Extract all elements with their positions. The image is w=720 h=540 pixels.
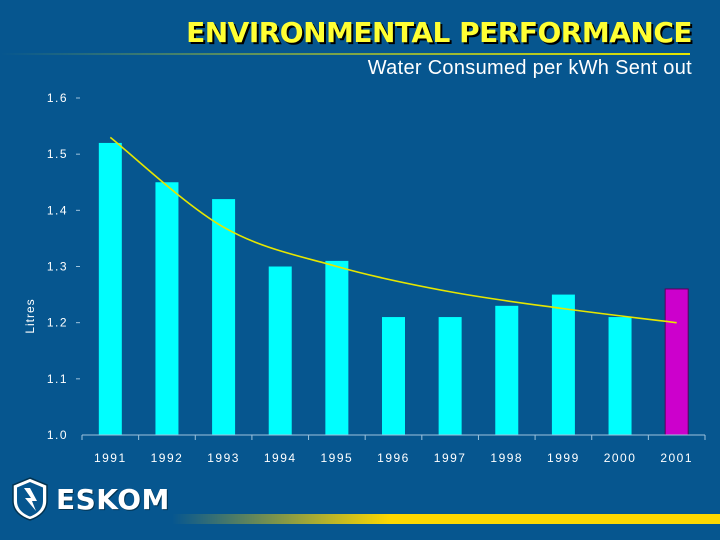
y-tick-label: 1.6 [47, 91, 68, 105]
y-tick-label: 1.3 [47, 260, 68, 274]
logo-text: ESKOM [56, 482, 170, 516]
x-tick-label: 1994 [264, 451, 297, 465]
bar-1998 [495, 305, 519, 435]
footer-band [172, 514, 720, 524]
page-title: ENVIRONMENTAL PERFORMANCE [186, 16, 692, 49]
bar-2001 [664, 288, 689, 436]
y-tick-label: 1.2 [47, 316, 68, 330]
trend-line [109, 136, 677, 324]
bar-1993 [212, 199, 236, 435]
x-tick-label: 2001 [660, 451, 693, 465]
y-tick-label: 1.1 [47, 372, 68, 386]
bars-group [98, 142, 689, 436]
y-tick-label: 1.5 [47, 147, 68, 161]
bar-1996 [382, 317, 405, 435]
y-tick-label: 1.4 [47, 203, 68, 217]
x-tick-label: 1997 [434, 451, 467, 465]
y-tick-label: 1.0 [47, 428, 68, 442]
bar-1991 [98, 142, 122, 435]
axes-group: 1.0 1.1 1.2 1.3 1.4 1.5 1.6 1991 1992 1993 1994 199… [47, 91, 706, 465]
bar-1992 [155, 182, 179, 435]
eskom-shield-icon [12, 477, 48, 521]
y-axis-label: Litres [23, 298, 37, 333]
eskom-logo: ESKOM [10, 476, 170, 522]
title-underline [0, 53, 690, 55]
x-tick-label: 1999 [547, 451, 580, 465]
bar-2000 [608, 317, 632, 435]
x-tick-label: 1991 [94, 451, 127, 465]
bar-1995 [325, 260, 349, 435]
x-tick-label: 1992 [151, 451, 184, 465]
chart-subtitle: Water Consumed per kWh Sent out [367, 57, 692, 79]
x-tick-label: 1996 [377, 451, 410, 465]
x-tick-label: 1998 [490, 451, 523, 465]
bar-1999 [551, 294, 575, 435]
bar-1997 [438, 317, 462, 435]
x-tick-label: 2000 [604, 451, 637, 465]
x-tick-label: 1993 [207, 451, 240, 465]
bar-1994 [268, 266, 292, 435]
x-tick-label: 1995 [321, 451, 354, 465]
